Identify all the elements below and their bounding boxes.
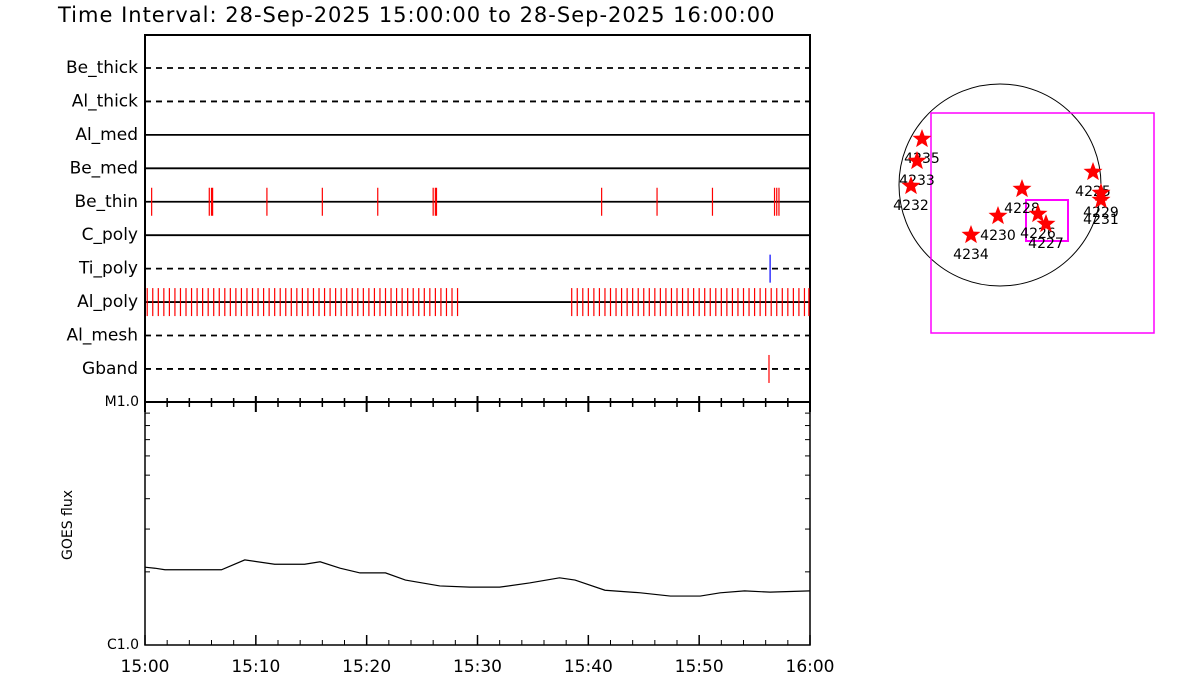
region-star <box>961 225 981 244</box>
row-label: Ti_poly <box>78 259 138 279</box>
region-label: 4234 <box>953 247 989 263</box>
x-tick-label: 15:00 <box>121 657 170 677</box>
region-star <box>1083 162 1103 181</box>
y-tick-label: M1.0 <box>105 394 139 410</box>
row-label: Be_thick <box>66 58 138 78</box>
row-label: Gband <box>82 359 138 379</box>
fov-box <box>930 112 1155 334</box>
row-label: Be_thin <box>74 192 138 212</box>
x-tick-label: 15:30 <box>453 657 502 677</box>
region-star <box>912 129 932 148</box>
x-tick-label: 15:40 <box>564 657 613 677</box>
region-star <box>988 206 1008 225</box>
region-star <box>1091 190 1111 209</box>
region-star <box>901 176 921 195</box>
timeline-frame <box>144 34 811 403</box>
x-tick-label: 16:00 <box>786 657 835 677</box>
goes-frame <box>144 401 811 646</box>
region-star <box>1012 179 1032 198</box>
region-label: 4226 <box>1020 226 1056 242</box>
x-tick-label: 15:50 <box>675 657 724 677</box>
region-star <box>1036 214 1056 233</box>
x-tick-label: 15:10 <box>231 657 280 677</box>
region-label: 4228 <box>1004 201 1040 217</box>
y-axis-label: GOES flux <box>60 490 76 560</box>
fov-box <box>1025 199 1069 242</box>
region-label: 4227 <box>1028 236 1064 252</box>
region-label: 4232 <box>893 198 929 214</box>
row-label: C_poly <box>82 225 138 245</box>
row-label: Be_med <box>70 158 138 178</box>
chart-title: Time Interval: 28-Sep-2025 15:00:00 to 2… <box>57 3 775 27</box>
region-label: 4233 <box>899 173 935 189</box>
row-label: Al_med <box>75 125 138 145</box>
x-tick-label: 15:20 <box>342 657 391 677</box>
row-label: Al_thick <box>72 91 138 111</box>
goes-curve <box>144 559 811 597</box>
y-tick-label: C1.0 <box>107 637 139 653</box>
row-label: Al_mesh <box>66 326 138 346</box>
region-star <box>907 151 927 170</box>
row-label: Al_poly <box>77 292 138 312</box>
region-star <box>1028 204 1048 223</box>
region-label: 4230 <box>980 228 1016 244</box>
region-label: 4231 <box>1083 212 1119 228</box>
region-label: 4229 <box>1083 205 1119 221</box>
